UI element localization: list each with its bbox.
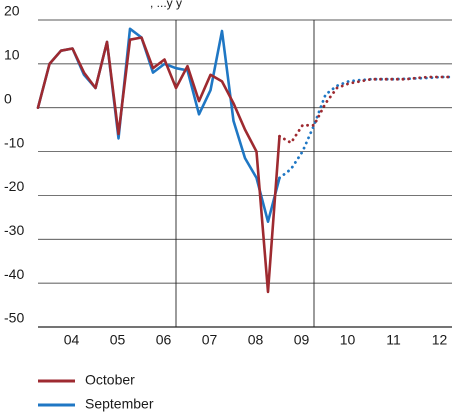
- y-tick-label: -40: [4, 266, 24, 282]
- y-tick-label: 10: [4, 47, 20, 63]
- header-fragment: , ...y y: [150, 0, 182, 10]
- y-tick-label: -10: [4, 134, 24, 150]
- x-tick-label: 10: [340, 332, 356, 348]
- series-october-line: [36, 36, 281, 294]
- legend-label: September: [85, 396, 154, 412]
- x-axis-ticks: 04 05 06 07 08 09 10 11 12: [64, 332, 448, 348]
- series-october-forecast: [278, 75, 452, 145]
- x-tick-label: 09: [294, 332, 310, 348]
- x-tick-label: 12: [432, 332, 448, 348]
- y-axis-ticks: 20 10 0 -10 -20 -30 -40 -50: [4, 3, 24, 326]
- x-tick-label: 05: [110, 332, 126, 348]
- y-tick-label: -20: [4, 178, 24, 194]
- grid: [38, 19, 452, 328]
- x-tick-label: 08: [248, 332, 264, 348]
- legend-label: October: [85, 372, 135, 388]
- y-tick-label: 0: [4, 90, 12, 106]
- x-tick-label: 04: [64, 332, 80, 348]
- x-tick-label: 07: [202, 332, 218, 348]
- y-tick-label: -30: [4, 222, 24, 238]
- y-tick-label: 20: [4, 3, 20, 19]
- x-tick-label: 06: [156, 332, 172, 348]
- series-september-forecast: [278, 75, 452, 180]
- x-tick-label: 11: [386, 332, 401, 348]
- legend: October September: [38, 372, 154, 412]
- year-dividers: [175, 20, 315, 327]
- y-tick-label: -50: [4, 310, 24, 326]
- series-layer: [36, 27, 452, 294]
